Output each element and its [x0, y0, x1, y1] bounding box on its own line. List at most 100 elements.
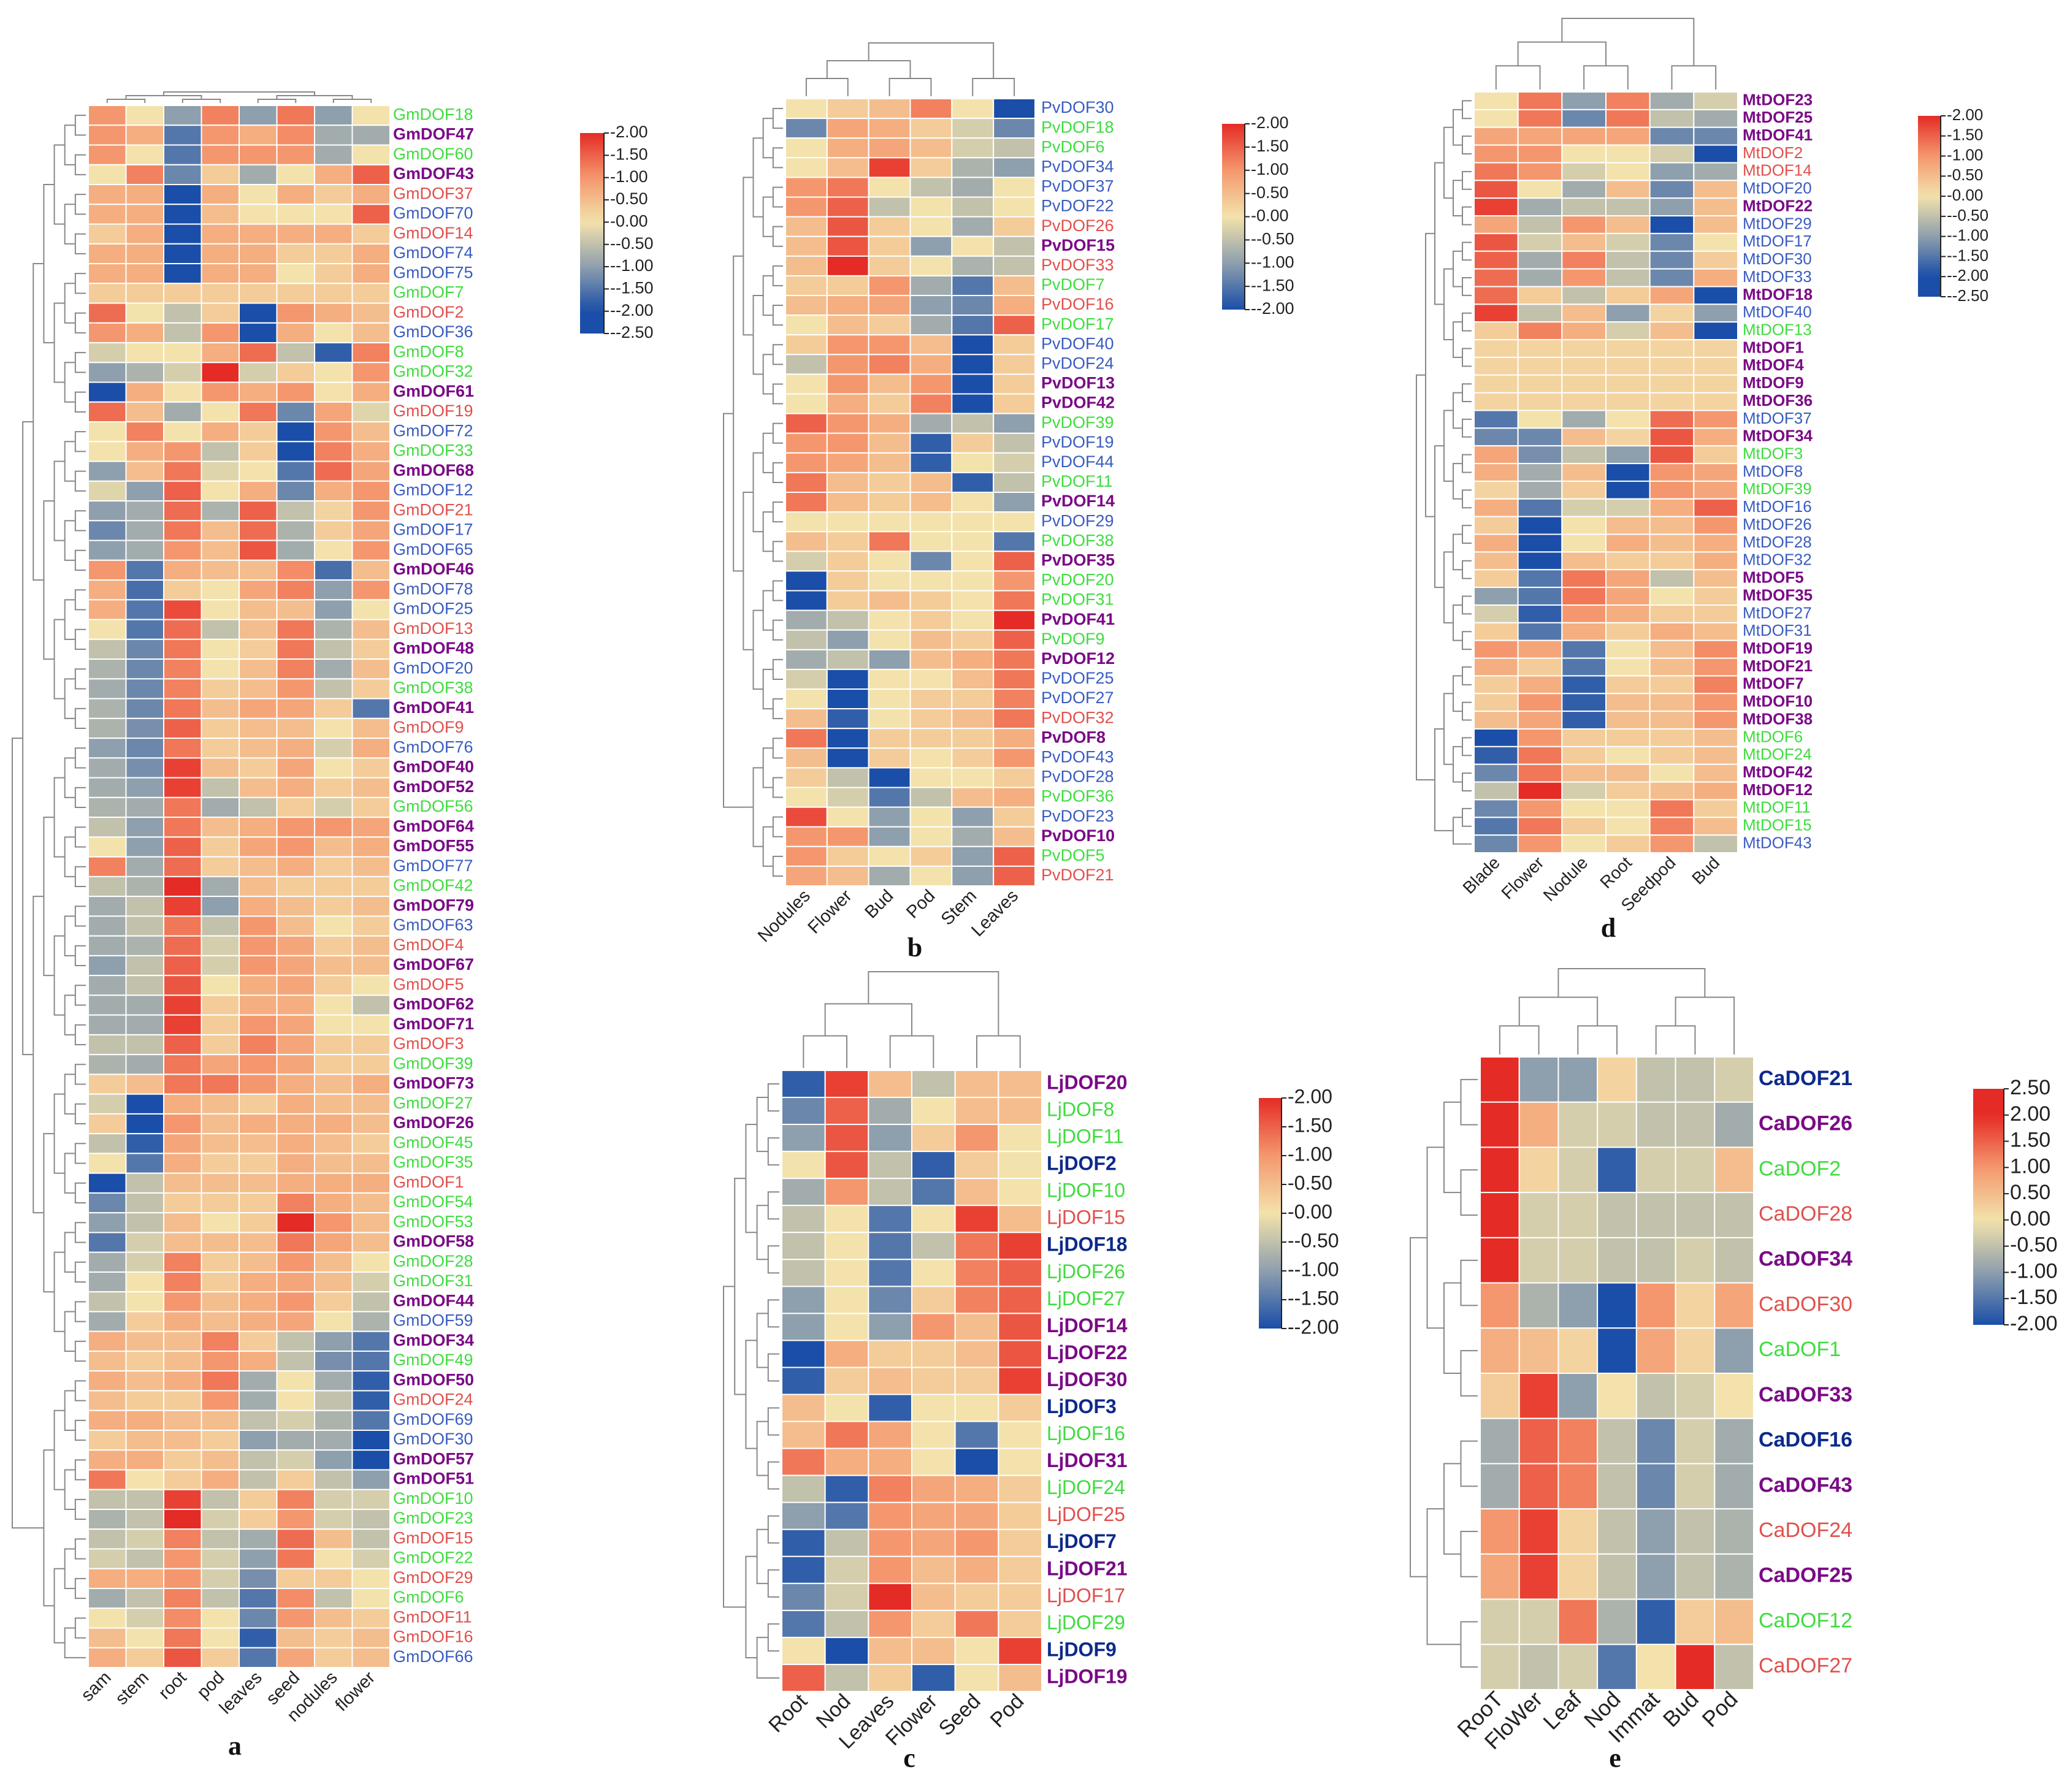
heatmap-cell: [1561, 392, 1607, 411]
heatmap-cell: [276, 698, 315, 719]
heatmap-cell: [785, 511, 828, 533]
heatmap-cell: [868, 728, 911, 749]
dendrogram-branch: [1460, 1531, 1478, 1577]
row-label: PvDOF30: [1041, 98, 1114, 116]
heatmap-cell: [314, 836, 353, 858]
heatmap-cell: [868, 1097, 913, 1126]
heatmap-cell: [314, 935, 353, 956]
heatmap-cell: [314, 302, 353, 324]
row-label: PvDOF29: [1041, 511, 1114, 530]
heatmap-cell: [1597, 1598, 1637, 1645]
heatmap-cell: [201, 1251, 240, 1273]
heatmap-cell: [909, 806, 953, 828]
heatmap-cell: [1561, 516, 1607, 535]
heatmap-cell: [276, 1627, 315, 1649]
heatmap-cell: [125, 184, 164, 205]
heatmap-cell: [785, 98, 828, 120]
heatmap-cell: [1597, 1553, 1637, 1600]
heatmap-cell: [785, 216, 828, 237]
heatmap-cell: [1518, 1508, 1559, 1555]
heatmap-cell: [785, 315, 828, 336]
dendrogram-branch: [1453, 745, 1462, 783]
heatmap-cell: [163, 1508, 202, 1530]
heatmap-cell: [125, 520, 164, 541]
heatmap-cell: [314, 1627, 353, 1649]
row-label: MtDOF16: [1743, 497, 1812, 516]
heatmap-cell: [993, 157, 1036, 178]
heatmap-cell: [954, 1286, 999, 1314]
heatmap-cell: [954, 1367, 999, 1395]
heatmap-cell: [824, 1205, 869, 1233]
heatmap-cell: [163, 1271, 202, 1293]
heatmap-cell: [909, 708, 953, 730]
heatmap-cell: [88, 777, 127, 798]
heatmap-cell: [993, 747, 1036, 769]
colorbar-tick-label: 2.00: [2010, 1102, 2050, 1126]
heatmap-cell: [785, 668, 828, 690]
heatmap-cell: [351, 243, 391, 265]
heatmap-cell: [314, 777, 353, 798]
heatmap-cell: [351, 1489, 391, 1510]
heatmap-cell: [1561, 463, 1607, 482]
heatmap-cell: [1480, 1327, 1520, 1374]
heatmap-cell: [1714, 1463, 1754, 1510]
heatmap-cell: [276, 777, 315, 798]
heatmap-cell: [1605, 356, 1651, 376]
heatmap-cell: [276, 184, 315, 205]
heatmap-cell: [1557, 1282, 1599, 1329]
heatmap-cell: [163, 1172, 202, 1194]
heatmap-cell: [911, 1609, 956, 1638]
heatmap-cell: [781, 1582, 826, 1611]
heatmap-cell: [1517, 622, 1563, 641]
row-label: GmDOF13: [393, 619, 473, 638]
heatmap-cell: [1561, 126, 1607, 146]
heatmap-cell: [911, 1474, 956, 1503]
heatmap-cell: [1473, 339, 1519, 358]
row-label: MtDOF7: [1743, 674, 1804, 693]
heatmap-cell: [239, 500, 278, 522]
heatmap-cell: [314, 1034, 353, 1056]
heatmap-cell: [314, 796, 353, 818]
heatmap-cell: [951, 551, 995, 572]
row-label: LjDOF21: [1047, 1557, 1128, 1579]
heatmap-cell: [1517, 711, 1563, 730]
row-label: CaDOF21: [1759, 1067, 1852, 1090]
dendrogram-branch: [1453, 675, 1462, 712]
heatmap-cell: [1693, 109, 1738, 128]
heatmap-cell: [1605, 144, 1651, 164]
heatmap-cell: [88, 817, 127, 838]
heatmap-cell: [1714, 1327, 1754, 1374]
heatmap-cell: [88, 1528, 127, 1550]
heatmap-cell: [88, 302, 127, 324]
dendrogram-branch: [53, 1093, 65, 1174]
heatmap-cell: [954, 1097, 999, 1126]
heatmap-cell: [1605, 587, 1651, 606]
dendrogram-branch: [1434, 445, 1444, 589]
dendrogram-branch: [74, 549, 86, 571]
heatmap-cell: [1605, 533, 1651, 553]
dendrogram-branch: [752, 452, 763, 533]
heatmap-cell: [201, 1508, 240, 1530]
heatmap-cell: [1517, 109, 1563, 128]
heatmap-cell: [88, 1647, 127, 1668]
heatmap-cell: [868, 432, 911, 454]
heatmap-cell: [785, 452, 828, 473]
heatmap-cell: [201, 796, 240, 818]
heatmap-cell: [163, 777, 202, 798]
heatmap-cell: [1675, 1237, 1716, 1284]
row-label: GmDOF21: [393, 500, 473, 519]
heatmap-cell: [351, 263, 391, 284]
heatmap-cell: [125, 1508, 164, 1530]
heatmap-cell: [909, 609, 953, 631]
heatmap-cell: [1597, 1508, 1637, 1555]
dendrogram-branch: [74, 1340, 86, 1362]
heatmap-cell: [163, 599, 202, 620]
heatmap-cell: [1714, 1508, 1754, 1555]
heatmap-cell: [201, 1172, 240, 1194]
heatmap-cell: [1605, 162, 1651, 181]
dendrogram-branch: [1462, 135, 1472, 155]
heatmap-cell: [1649, 781, 1695, 801]
heatmap-cell: [993, 570, 1036, 592]
heatmap-cell: [954, 1232, 999, 1260]
heatmap-cell: [993, 845, 1036, 867]
